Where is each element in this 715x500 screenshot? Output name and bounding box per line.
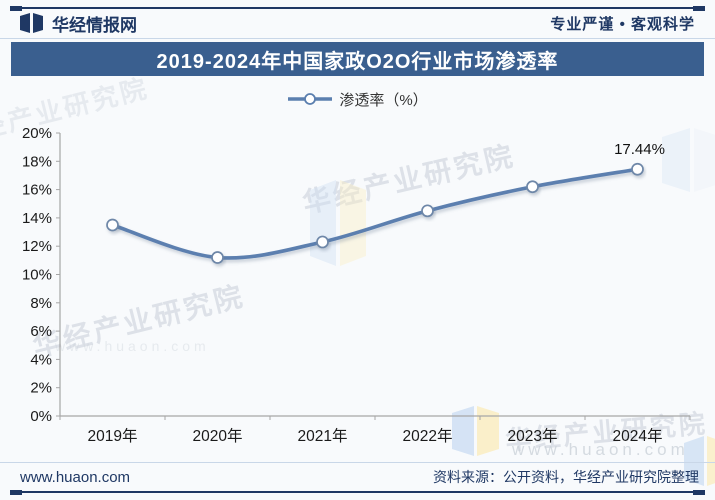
data-point-marker: [211, 251, 224, 264]
y-axis-tick-label: 2%: [30, 380, 52, 397]
y-axis-tick-label: 18%: [22, 153, 52, 170]
footer-divider: [0, 462, 715, 463]
x-axis-label: 2024年: [613, 427, 663, 445]
y-axis-tick-label: 8%: [30, 295, 52, 312]
x-axis-label: 2022年: [403, 427, 453, 445]
series-line: [110, 167, 640, 260]
header-divider: [0, 38, 715, 39]
y-axis-tick-label: 12%: [22, 238, 52, 255]
footer-site-url: www.huaon.com: [20, 468, 131, 486]
chart-title-banner: 2019-2024年中国家政O2O行业市场渗透率: [11, 42, 704, 76]
line-chart: 0% 2% 4% 6% 8% 10% 12% 14% 16% 18% 20% 2019年 2020年 20…: [0, 115, 715, 463]
y-axis-tick-label: 16%: [22, 182, 52, 199]
legend-line-marker-icon: [287, 92, 333, 106]
y-axis-tick-label: 0%: [30, 408, 52, 425]
rule-bar: [22, 7, 693, 9]
data-point-marker: [631, 162, 644, 176]
y-axis-tick-label: 4%: [30, 351, 52, 368]
last-point-value-label: 17.44%: [614, 141, 665, 158]
brand-logo-icon: [20, 13, 44, 33]
header: 华经情报网 专业严谨 • 客观科学: [20, 11, 695, 35]
rule-left-cap: [10, 489, 22, 495]
legend-label: 渗透率（%）: [339, 91, 428, 109]
chart-title: 2019-2024年中国家政O2O行业市场渗透率: [156, 50, 559, 73]
header-slogan: 专业严谨 • 客观科学: [550, 15, 695, 33]
x-axis-label: 2023年: [508, 427, 558, 445]
brand: 华经情报网: [20, 11, 137, 36]
brand-name: 华经情报网: [52, 15, 137, 35]
bottom-accent-rule: [10, 489, 705, 495]
chart-svg: 0% 2% 4% 6% 8% 10% 12% 14% 16% 18% 20% 2019年 2020年 20…: [22, 125, 691, 445]
y-axis-tick-label: 14%: [22, 210, 52, 227]
footer: www.huaon.com 资料来源：公开资料，华经产业研究院整理: [20, 466, 699, 488]
legend: 渗透率（%）: [0, 88, 715, 110]
y-axis-tick-label: 6%: [30, 323, 52, 340]
top-accent-rule: [10, 5, 705, 11]
x-axis-label: 2020年: [193, 427, 243, 445]
data-point-marker: [526, 180, 539, 194]
x-axis-label: 2021年: [298, 427, 348, 445]
data-point-marker: [316, 235, 329, 249]
rule-bar: [22, 491, 693, 493]
x-axis-label: 2019年: [88, 427, 138, 445]
data-point-marker: [421, 204, 434, 218]
footer-source-note: 资料来源：公开资料，华经产业研究院整理: [433, 469, 699, 485]
data-point-marker: [106, 218, 119, 232]
y-axis-tick-label: 10%: [22, 267, 52, 284]
rule-left-cap: [10, 5, 22, 11]
y-axis-tick-label: 20%: [22, 125, 52, 142]
rule-right-cap: [693, 489, 705, 495]
rule-right-cap: [693, 5, 705, 11]
